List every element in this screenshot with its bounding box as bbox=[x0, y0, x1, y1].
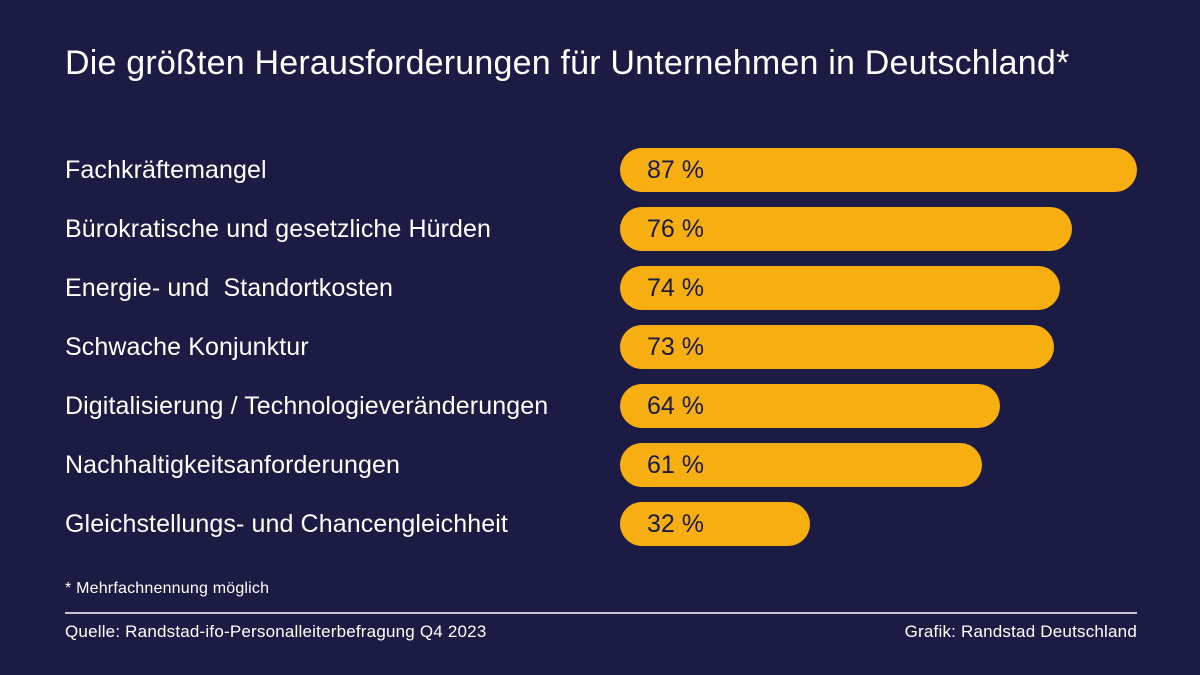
category-label: Bürokratische und gesetzliche Hürden bbox=[65, 214, 492, 243]
bar-track: 76 % bbox=[620, 207, 1137, 251]
value-label: 74 % bbox=[647, 273, 704, 302]
chart-row: Digitalisierung / Technologieveränderung… bbox=[65, 384, 1137, 428]
bar-track: 74 % bbox=[620, 266, 1137, 310]
chart-row: Gleichstellungs- und Chancengleichheit 32… bbox=[65, 502, 1137, 546]
value-label: 61 % bbox=[647, 450, 704, 479]
category-label: Nachhaltigkeitsanforderungen bbox=[65, 450, 400, 479]
category-label: Digitalisierung / Technologieveränderung… bbox=[65, 391, 549, 420]
bar-rows: Fachkräftemangel 87 % Bürokratische und ge… bbox=[65, 148, 1137, 561]
chart-title: Die größten Herausforderungen für Untern… bbox=[65, 44, 1070, 82]
value-label: 32 % bbox=[647, 509, 704, 538]
source-text: Quelle: Randstad-ifo-Personalleiterbefra… bbox=[65, 622, 487, 641]
value-bar: 64 % bbox=[620, 384, 1001, 428]
chart-row: Energie- und Standortkosten 74 % bbox=[65, 266, 1137, 310]
chart-row: Bürokratische und gesetzliche Hürden 76 % bbox=[65, 207, 1137, 251]
value-label: 76 % bbox=[647, 214, 704, 243]
bar-track: 73 % bbox=[620, 325, 1137, 369]
value-bar: 73 % bbox=[620, 325, 1054, 369]
category-label: Energie- und Standortkosten bbox=[65, 273, 394, 302]
value-label: 73 % bbox=[647, 332, 704, 361]
bar-track: 61 % bbox=[620, 443, 1137, 487]
footnote: * Mehrfachnennung möglich bbox=[65, 580, 270, 597]
value-bar: 74 % bbox=[620, 266, 1060, 310]
value-label: 64 % bbox=[647, 391, 704, 420]
footer-divider bbox=[65, 612, 1137, 614]
category-label: Schwache Konjunktur bbox=[65, 332, 309, 361]
bar-track: 87 % bbox=[620, 148, 1137, 192]
bar-track: 64 % bbox=[620, 384, 1137, 428]
value-bar: 76 % bbox=[620, 207, 1072, 251]
value-bar: 32 % bbox=[620, 502, 811, 546]
chart-row: Nachhaltigkeitsanforderungen 61 % bbox=[65, 443, 1137, 487]
bar-track: 32 % bbox=[620, 502, 1137, 546]
category-label: Gleichstellungs- und Chancengleichheit bbox=[65, 509, 508, 538]
category-label: Fachkräftemangel bbox=[65, 155, 267, 184]
value-bar: 61 % bbox=[620, 443, 983, 487]
source-row: Quelle: Randstad-ifo-Personalleiterbefra… bbox=[65, 622, 1137, 642]
chart-row: Fachkräftemangel 87 % bbox=[65, 148, 1137, 192]
credit-text: Grafik: Randstad Deutschland bbox=[904, 622, 1137, 641]
chart-row: Schwache Konjunktur 73 % bbox=[65, 325, 1137, 369]
value-label: 87 % bbox=[647, 155, 704, 184]
value-bar: 87 % bbox=[620, 148, 1137, 192]
